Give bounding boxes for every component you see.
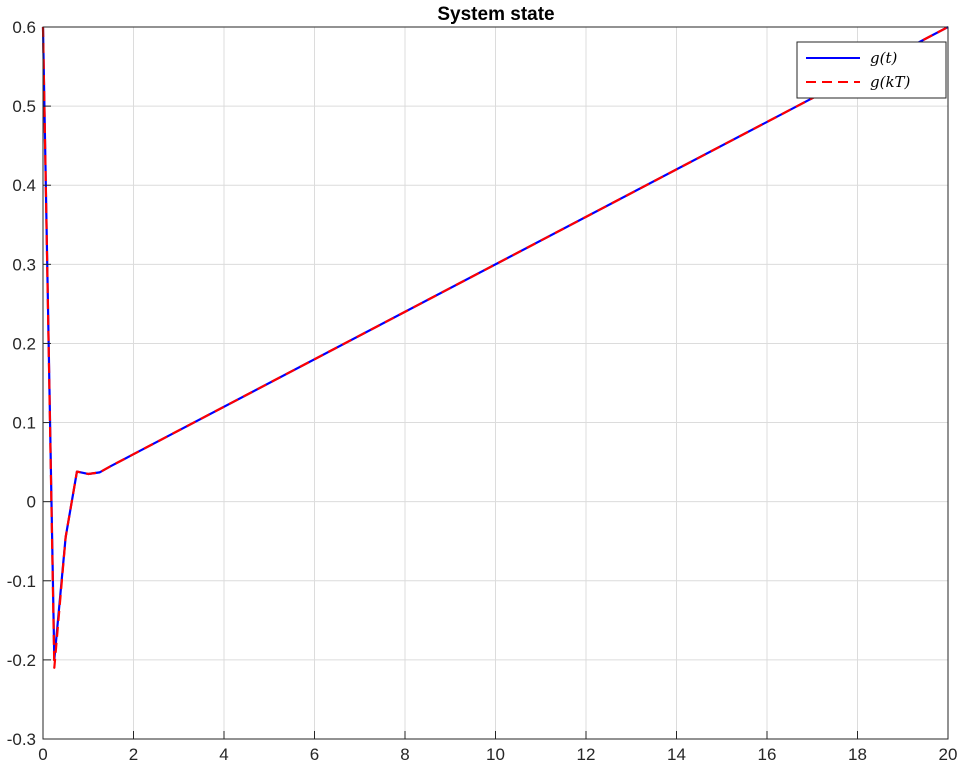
y-tick-label: 0 bbox=[27, 493, 36, 512]
x-tick-label: 16 bbox=[758, 745, 777, 764]
y-tick-label: 0.4 bbox=[12, 176, 36, 195]
y-axis-ticks: -0.3 -0.2 -0.1 0 0.1 0.2 0.3 0.4 0.5 0.6 bbox=[7, 18, 51, 749]
grid bbox=[42, 26, 949, 740]
series-line-g-kt bbox=[41, 26, 949, 669]
x-tick-label: 10 bbox=[486, 745, 505, 764]
x-tick-label: 6 bbox=[310, 745, 319, 764]
x-tick-label: 20 bbox=[939, 745, 958, 764]
x-tick-label: 0 bbox=[38, 745, 47, 764]
legend-label-g-t: g(t) bbox=[870, 49, 897, 67]
y-tick-label: 0.1 bbox=[12, 414, 36, 433]
x-tick-label: 12 bbox=[577, 745, 596, 764]
y-tick-label: 0.3 bbox=[12, 255, 36, 274]
x-tick-label: 18 bbox=[848, 745, 867, 764]
y-tick-label: -0.2 bbox=[7, 651, 36, 670]
y-tick-label: 0.6 bbox=[12, 18, 36, 37]
legend-box bbox=[796, 41, 947, 99]
legend: g(t) g(kT) bbox=[796, 41, 947, 99]
y-tick-label: -0.1 bbox=[7, 572, 36, 591]
y-tick-label: 0.5 bbox=[12, 97, 36, 116]
x-tick-label: 8 bbox=[400, 745, 409, 764]
y-tick-label: 0.2 bbox=[12, 334, 36, 353]
x-tick-label: 14 bbox=[667, 745, 686, 764]
chart-title: System state bbox=[437, 4, 554, 25]
y-tick-label: -0.3 bbox=[7, 730, 36, 749]
x-tick-label: 4 bbox=[219, 745, 228, 764]
x-axis-ticks: 0 2 4 6 8 10 12 14 16 18 20 bbox=[38, 731, 957, 764]
series-layer bbox=[41, 26, 949, 669]
x-tick-label: 2 bbox=[129, 745, 138, 764]
legend-label-g-kt: g(kT) bbox=[870, 73, 911, 91]
